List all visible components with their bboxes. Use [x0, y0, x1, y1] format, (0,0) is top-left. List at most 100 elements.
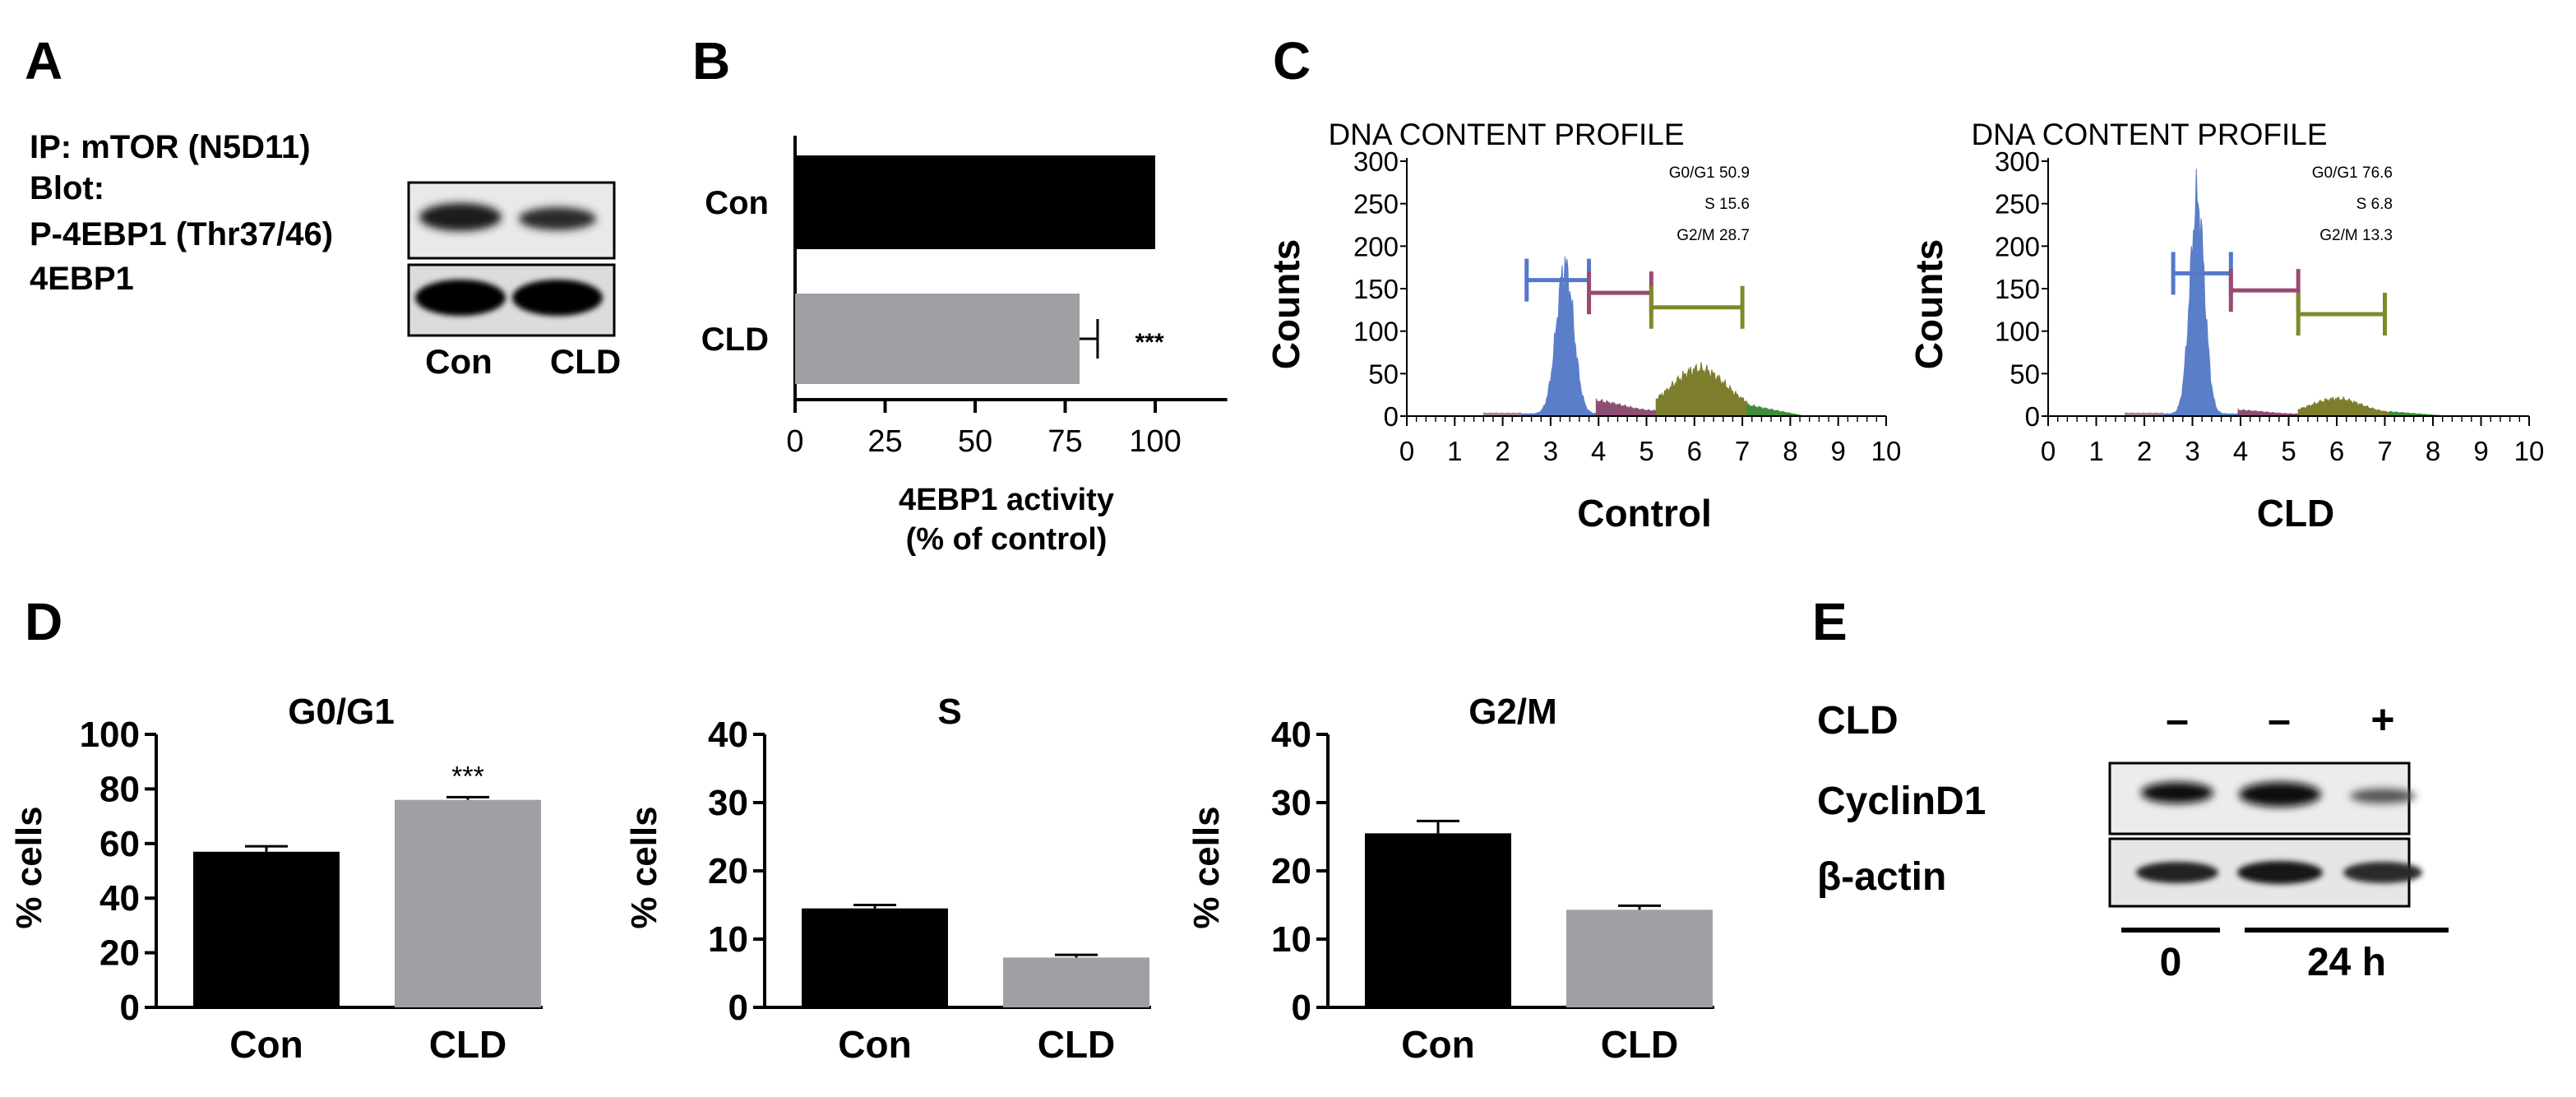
blot-ip-text: IP: mTOR (N5D11)	[30, 129, 311, 165]
bar-con	[795, 155, 1155, 249]
blot-band	[2237, 861, 2323, 884]
lane-label-cld: CLD	[550, 342, 621, 381]
debris-area	[2125, 412, 2164, 417]
y-tick-label: 10	[708, 919, 748, 960]
histogram-stat-g1: G0/G1 76.6	[2312, 164, 2393, 182]
y-tick-label: 40	[708, 715, 748, 755]
blot-band	[2141, 782, 2213, 803]
category-label: CLD	[701, 322, 769, 358]
histogram-stat-g2m: G2/M 28.7	[1676, 227, 1750, 244]
histogram-title: DNA CONTENT PROFILE	[1328, 118, 1684, 151]
y-tick-label: 10	[1271, 919, 1311, 960]
y-tick-label: 40	[1271, 715, 1311, 755]
cld-sign-lane1: –	[2166, 697, 2189, 743]
histogram-y-label: Counts	[1265, 239, 1307, 369]
blot-band	[2136, 862, 2218, 883]
y-tick-label: 0	[1292, 988, 1311, 1028]
time-label-0: 0	[2160, 941, 2182, 984]
x-tick-label: 10	[2514, 436, 2545, 466]
lane-label-con: Con	[425, 342, 493, 381]
bar-con	[802, 908, 948, 1007]
category-label: CLD	[1601, 1023, 1679, 1066]
y-tick-label: 300	[1353, 146, 1399, 177]
x-tick-label: 5	[2281, 436, 2296, 466]
x-tick-label: 0	[1399, 436, 1414, 466]
histogram-x-label: Control	[1577, 492, 1712, 535]
histogram-stat-s: S 6.8	[2356, 196, 2393, 213]
category-label: Con	[229, 1023, 303, 1066]
x-tick-label: 2	[2137, 436, 2152, 466]
blot-band	[419, 203, 502, 231]
x-tick-label: 8	[2426, 436, 2440, 466]
chart-b-4ebp1-activity: 0 25 50 75 100 Con CLD *** 4EBP1 activity (% of c…	[701, 136, 1228, 557]
histogram-stat-s: S 15.6	[1704, 196, 1750, 213]
x-tick-label: 100	[1129, 424, 1181, 459]
y-axis-label: % cells	[1186, 806, 1227, 928]
chart-c-cld-histogram: DNA CONTENT PROFILE G0/G1 76.6 S 6.8 G2/…	[1908, 118, 2544, 535]
panel-label-a: A	[25, 31, 62, 90]
panel-label-e: E	[1812, 592, 1848, 651]
blot-band	[2239, 782, 2321, 807]
y-tick-label: 200	[1353, 231, 1399, 262]
y-axis-label: % cells	[9, 806, 49, 928]
y-tick-label: 100	[1353, 317, 1399, 347]
y-tick-label: 100	[1995, 317, 2040, 347]
blot-band	[2350, 789, 2416, 803]
chart-title: G2/M	[1468, 692, 1557, 732]
chart-d-s: S % cells 0 10 20 30 40 Con CLD	[624, 692, 1151, 1066]
g2m-peak-area	[1655, 362, 1748, 417]
y-tick-label: 50	[2009, 359, 2040, 389]
y-tick-label: 20	[1271, 851, 1311, 891]
x-tick-label: 4	[2233, 436, 2248, 466]
histogram-title: DNA CONTENT PROFILE	[1971, 118, 2327, 151]
y-tick-label: 30	[1271, 783, 1311, 823]
x-tick-label: 8	[1783, 436, 1797, 466]
tail-area	[1746, 403, 1805, 417]
bar-con	[193, 851, 340, 1007]
histogram-stat-g2m: G2/M 13.3	[2319, 227, 2393, 244]
blot-band	[519, 207, 596, 230]
significance-label: ***	[1135, 329, 1163, 356]
y-tick-label: 0	[1384, 401, 1399, 432]
x-tick-label: 9	[2473, 436, 2488, 466]
x-axis-label: 4EBP1 activity	[899, 483, 1114, 517]
g0g1-peak-area	[2162, 169, 2239, 417]
y-tick-label: 0	[2025, 401, 2040, 432]
y-tick-label: 250	[1353, 189, 1399, 220]
x-tick-label: 75	[1048, 424, 1082, 459]
chart-d-g0g1: G0/G1 % cells 0 20 40 60 80 100 Con CLD ***	[9, 692, 543, 1066]
x-tick-label: 7	[1735, 436, 1750, 466]
y-tick-label: 20	[708, 851, 748, 891]
y-tick-label: 80	[99, 769, 140, 809]
y-tick-label: 60	[99, 824, 140, 864]
x-tick-label: 25	[867, 424, 902, 459]
chart-c-control-histogram: DNA CONTENT PROFILE G0/G1 50.9 S 15.6 G2…	[1265, 118, 1901, 535]
x-tick-label: 9	[1831, 436, 1846, 466]
x-tick-label: 7	[2377, 436, 2392, 466]
x-tick-label: 0	[2041, 436, 2056, 466]
y-tick-label: 50	[1368, 359, 1399, 389]
x-tick-label: 0	[786, 424, 803, 459]
y-tick-label: 150	[1353, 274, 1399, 304]
bar-cld	[1003, 957, 1149, 1007]
y-tick-label: 250	[1995, 189, 2040, 220]
category-label: Con	[705, 185, 769, 221]
bar-cld	[795, 294, 1080, 384]
y-tick-label: 300	[1995, 146, 2040, 177]
x-tick-label: 3	[1543, 436, 1558, 466]
y-tick-label: 0	[120, 988, 140, 1028]
x-tick-label: 1	[2088, 436, 2103, 466]
y-tick-label: 40	[99, 878, 140, 919]
histogram-stat-g1: G0/G1 50.9	[1669, 164, 1750, 182]
cld-sign-lane2: –	[2268, 697, 2291, 743]
chart-title: G0/G1	[288, 692, 395, 732]
g2m-peak-area	[2297, 396, 2390, 417]
blot-row2-label: β-actin	[1817, 855, 1946, 899]
s-phase-area	[2237, 408, 2299, 417]
x-axis-label: (% of control)	[906, 522, 1108, 557]
blot-row1-label: CyclinD1	[1817, 780, 1986, 823]
bar-cld	[395, 799, 541, 1007]
debris-area	[1482, 412, 1523, 417]
y-tick-label: 0	[728, 988, 748, 1028]
x-tick-label: 6	[2329, 436, 2344, 466]
